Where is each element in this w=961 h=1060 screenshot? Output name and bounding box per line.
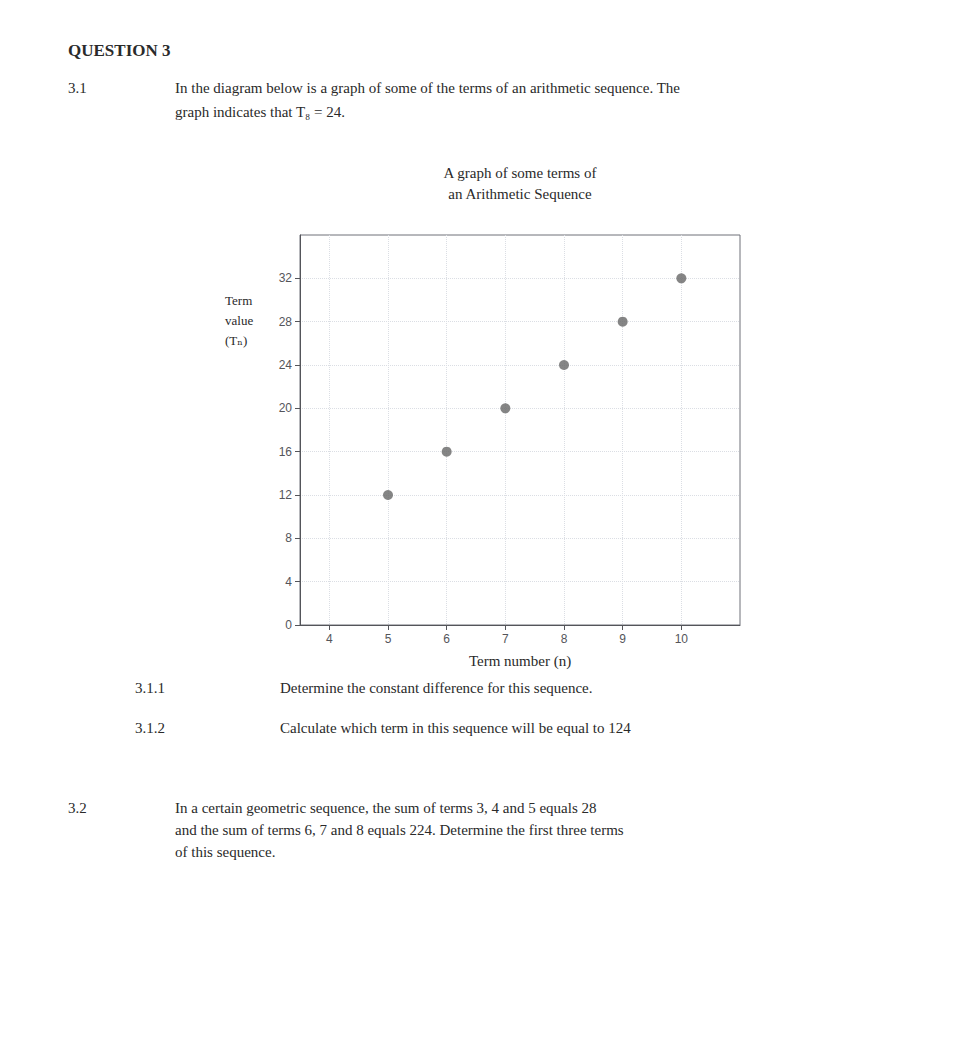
svg-text:3.1.1: 3.1.1 [135,680,165,696]
svg-text:of this sequence.: of this sequence. [175,844,275,860]
svg-text:QUESTION 3: QUESTION 3 [68,41,171,60]
svg-text:Term number (n): Term number (n) [469,653,571,670]
svg-text:In the diagram below is a grap: In the diagram below is a graph of some … [175,80,680,96]
svg-text:4: 4 [285,575,292,589]
svg-text:A graph of some terms of: A graph of some terms of [444,165,597,181]
svg-text:Determine the constant differe: Determine the constant difference for th… [280,680,593,696]
svg-text:20: 20 [279,401,293,415]
svg-text:10: 10 [675,632,689,646]
svg-text:and the sum of terms 6, 7 and: and the sum of terms 6, 7 and 8 equals 2… [175,822,624,838]
svg-text:8: 8 [285,531,292,545]
svg-text:9: 9 [619,632,626,646]
svg-text:In a certain geometric sequenc: In a certain geometric sequence, the sum… [175,800,597,816]
svg-text:(Tₙ): (Tₙ) [225,333,247,348]
svg-text:graph indicates that T₈ = 24.: graph indicates that T₈ = 24. [175,104,345,120]
svg-text:5: 5 [385,632,392,646]
svg-text:Term: Term [225,293,252,308]
svg-text:4: 4 [326,632,333,646]
svg-text:28: 28 [279,315,293,329]
svg-text:32: 32 [279,271,293,285]
svg-text:3.2: 3.2 [68,800,87,816]
svg-text:8: 8 [561,632,568,646]
svg-text:24: 24 [279,358,293,372]
svg-text:value: value [225,313,253,328]
svg-text:Calculate which term in this s: Calculate which term in this sequence wi… [280,720,631,736]
svg-text:7: 7 [502,632,509,646]
svg-text:16: 16 [279,445,293,459]
svg-text:0: 0 [285,618,292,632]
svg-text:an Arithmetic Sequence: an Arithmetic Sequence [448,186,592,202]
svg-text:3.1.2: 3.1.2 [135,720,165,736]
svg-text:6: 6 [443,632,450,646]
svg-text:3.1: 3.1 [68,80,87,96]
svg-text:12: 12 [279,488,293,502]
